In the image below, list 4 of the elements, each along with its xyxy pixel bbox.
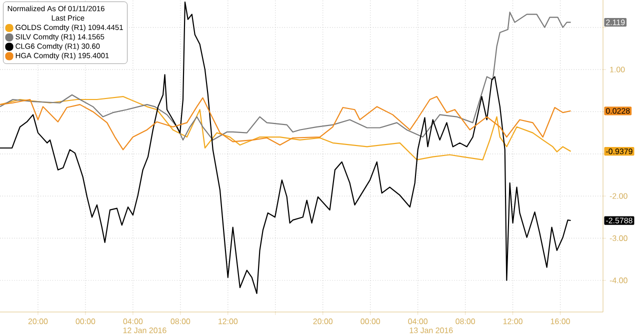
line-series (0, 12, 572, 141)
line-series (0, 2, 572, 294)
line-series (0, 96, 572, 160)
line-series (0, 96, 572, 150)
